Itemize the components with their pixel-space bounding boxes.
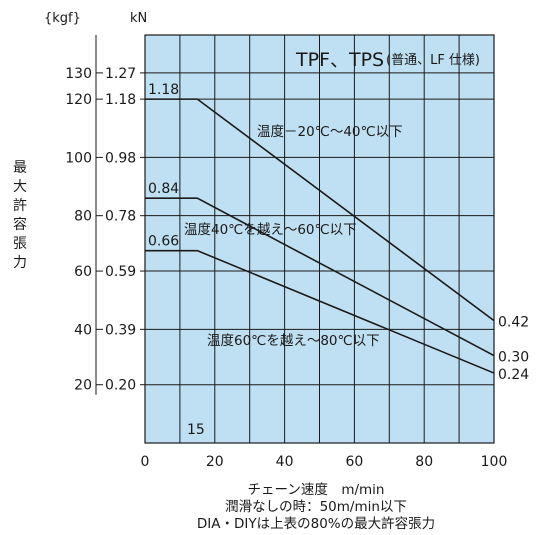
chart-title: TPF、TPS	[295, 49, 384, 71]
y-tick-label-kn: 0.78	[105, 209, 136, 225]
series-line-3	[145, 249, 495, 374]
series-line-2	[145, 197, 495, 357]
x-tick-label: 40	[276, 454, 294, 470]
x-tick-label: 80	[415, 454, 433, 470]
y-tick-label-kn: 0.98	[105, 150, 136, 166]
y-tick-label-kgf: 60	[74, 264, 92, 280]
y-tick-label-kn: 0.59	[105, 264, 136, 280]
y-unit-kn: kN	[130, 11, 147, 26]
y-tick-label-kgf: 100	[65, 150, 92, 166]
series-start-label: 0.84	[148, 181, 179, 197]
x-axis-label: チェーン速度 m/min	[248, 482, 385, 498]
series-end-label: 0.24	[498, 367, 529, 383]
y-tick-label-kgf: 120	[65, 92, 92, 108]
series-start-label: 0.66	[148, 234, 179, 250]
x-axis: 0 20 40 60 80 100	[141, 454, 508, 470]
series-lines	[145, 98, 495, 374]
y-tick-label-kn: 0.20	[105, 378, 136, 394]
series-line-1	[145, 98, 495, 322]
y-axis-label-char: 許	[13, 198, 27, 214]
x-annotation: 15	[187, 422, 205, 438]
series-start-label: 1.18	[148, 82, 179, 98]
y-axis-label-char: 力	[13, 255, 27, 271]
y-tick-label-kgf: 80	[74, 209, 92, 225]
y-tick-label-kgf: 20	[74, 378, 92, 394]
x-tick-label: 100	[481, 454, 508, 470]
y-tick-label-kgf: 130	[65, 66, 92, 82]
series-end-label: 0.30	[498, 350, 529, 366]
x-tick-label: 60	[345, 454, 363, 470]
y-tick-label-kgf: 40	[74, 322, 92, 338]
series-name-label: 温度60℃を越え～80℃以下	[207, 333, 380, 349]
y-tick-label-kn: 0.39	[105, 322, 136, 338]
series-name-label: 温度40℃を越え～60℃以下	[184, 222, 357, 238]
y-unit-kgf: {kgf}	[44, 11, 81, 26]
y-axis-label-char: 最	[13, 160, 27, 176]
y-axis-label-char: 大	[13, 179, 27, 195]
y-axis: 130 1.27 120 1.18 100 0.98 80 0.78 60 0.59 40 0.39 2…	[65, 35, 145, 395]
chart-title-note: (普通、LF 仕様)	[386, 53, 480, 68]
y-tick-label-kn: 1.27	[105, 66, 136, 82]
y-tick-label-kn: 1.18	[105, 92, 136, 108]
chart-labels: 1.18 0.42 温度－20℃～40℃以下 0.84 0.30 温度40℃を越え～60℃…	[13, 82, 529, 383]
series-end-label: 0.42	[498, 315, 529, 331]
grid	[145, 35, 494, 443]
x-tick-label: 0	[141, 454, 150, 470]
y-axis-label-char: 張	[13, 236, 27, 252]
footnote-2: DIA・DIYは上表の80%の最大許容張力	[197, 515, 435, 532]
plot-border	[144, 34, 495, 444]
footnote-1: 潤滑なしの時：50m/min以下	[225, 499, 407, 515]
x-tick-label: 20	[206, 454, 224, 470]
series-name-label: 温度－20℃～40℃以下	[257, 124, 403, 140]
y-axis-label-char: 容	[13, 216, 27, 233]
